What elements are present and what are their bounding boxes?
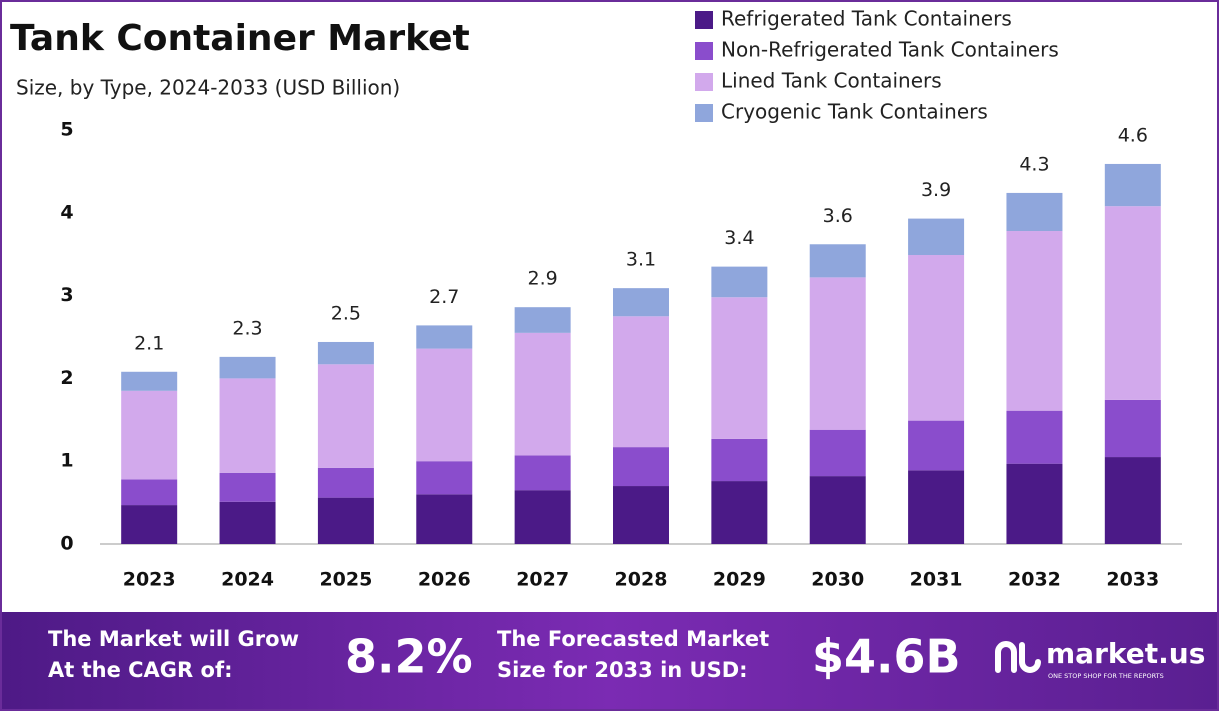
bar-segment — [908, 218, 965, 256]
legend-label: Lined Tank Containers — [721, 69, 942, 93]
bar-segment — [121, 390, 178, 480]
bar-segment — [317, 341, 374, 365]
legend-swatch — [695, 42, 713, 60]
total-label: 4.3 — [1019, 153, 1049, 175]
x-tick-label: 2033 — [1106, 569, 1159, 591]
total-label: 2.1 — [134, 332, 164, 354]
bar-segment — [514, 490, 571, 544]
forecast-text: The Forecasted Market — [497, 627, 769, 651]
bar-segment — [219, 472, 276, 502]
cagr-value: 8.2% — [345, 630, 473, 684]
cagr-text: At the CAGR of: — [48, 658, 233, 682]
bar-segment — [219, 501, 276, 544]
bar-segment — [317, 364, 374, 468]
bar-segment — [711, 297, 768, 439]
bar-segment — [613, 486, 669, 544]
brand: market.us — [1046, 637, 1205, 670]
bar-segment — [908, 255, 965, 421]
total-label: 2.7 — [429, 286, 459, 308]
total-label: 2.3 — [232, 317, 262, 339]
total-label: 3.6 — [823, 205, 853, 227]
bar-segment — [1006, 231, 1063, 411]
bar-segment — [1006, 410, 1063, 464]
legend: Refrigerated Tank Containers Non-Refriger… — [695, 7, 1059, 124]
total-label: 2.9 — [528, 268, 558, 290]
y-tick-label: 1 — [60, 450, 73, 472]
bar-segment — [416, 461, 473, 495]
bar-segment — [514, 332, 571, 456]
legend-swatch — [695, 11, 713, 29]
tagline: ONE STOP SHOP FOR THE REPORTS — [1048, 672, 1164, 680]
bar-segment — [514, 307, 571, 333]
bar-segment — [809, 429, 866, 477]
bar-segment — [416, 325, 473, 349]
x-tick-label: 2025 — [319, 569, 372, 591]
bar-segment — [317, 497, 374, 544]
y-tick-label: 4 — [60, 201, 73, 223]
bar-segment — [1104, 457, 1161, 544]
logo-icon — [1019, 642, 1041, 673]
total-label: 3.4 — [724, 227, 754, 249]
forecast-text: Size for 2033 in USD: — [497, 658, 748, 682]
x-tick-label: 2031 — [910, 569, 963, 591]
x-tick-label: 2023 — [123, 569, 176, 591]
bar-segment — [613, 447, 669, 487]
bar-segment — [1104, 206, 1161, 400]
bar-segment — [1104, 399, 1161, 458]
x-tick-label: 2029 — [713, 569, 766, 591]
bar-segment — [416, 348, 473, 462]
total-label: 4.6 — [1118, 124, 1148, 146]
bar-segment — [908, 470, 965, 544]
bar-segment — [613, 288, 669, 317]
bar-segment — [121, 371, 178, 391]
legend-label: Non-Refrigerated Tank Containers — [721, 38, 1059, 62]
x-tick-label: 2030 — [811, 569, 864, 591]
y-tick-label: 3 — [60, 284, 73, 306]
x-tick-label: 2028 — [615, 569, 668, 591]
bar-segment — [1006, 192, 1063, 232]
chart-subtitle: Size, by Type, 2024-2033 (USD Billion) — [16, 76, 400, 100]
bar-segment — [1006, 463, 1063, 544]
plot: 0 1 2 3 4 5 2023 2.1 2024 2.3 2025 2.5 2026 2.7 2027 2.… — [60, 119, 1161, 591]
bar-segment — [711, 481, 768, 544]
legend-label: Refrigerated Tank Containers — [721, 7, 1012, 31]
y-tick-label: 0 — [60, 533, 73, 555]
bar-segment — [809, 244, 866, 278]
y-tick-label: 5 — [60, 119, 73, 141]
brand-logo — [995, 641, 1041, 673]
bar-segment — [908, 420, 965, 471]
x-tick-label: 2027 — [516, 569, 569, 591]
bar-segment — [613, 316, 669, 448]
bar-segment — [416, 494, 473, 544]
bar-segment — [514, 455, 571, 491]
bar-segment — [809, 277, 866, 430]
bar-segment — [121, 505, 178, 544]
x-tick-label: 2024 — [221, 569, 274, 591]
x-tick-label: 2032 — [1008, 569, 1061, 591]
bar-segment — [809, 476, 866, 544]
bar-segment — [711, 438, 768, 482]
bar-segment — [711, 266, 768, 298]
bar-segment — [121, 479, 178, 506]
cagr-text: The Market will Grow — [48, 627, 299, 651]
bar-segment — [317, 467, 374, 498]
total-label: 2.5 — [331, 302, 361, 324]
y-tick-label: 2 — [60, 367, 73, 389]
x-tick-label: 2026 — [418, 569, 471, 591]
bar-segment — [219, 356, 276, 379]
logo-icon — [995, 641, 1017, 673]
chart-title: Tank Container Market — [10, 18, 470, 59]
forecast-value: $4.6B — [812, 630, 961, 684]
total-label: 3.1 — [626, 249, 656, 271]
total-label: 3.9 — [921, 179, 951, 201]
bar-segment — [219, 378, 276, 473]
legend-label: Cryogenic Tank Containers — [721, 100, 988, 124]
bar-segment — [1104, 163, 1161, 207]
legend-swatch — [695, 104, 713, 122]
legend-swatch — [695, 73, 713, 91]
